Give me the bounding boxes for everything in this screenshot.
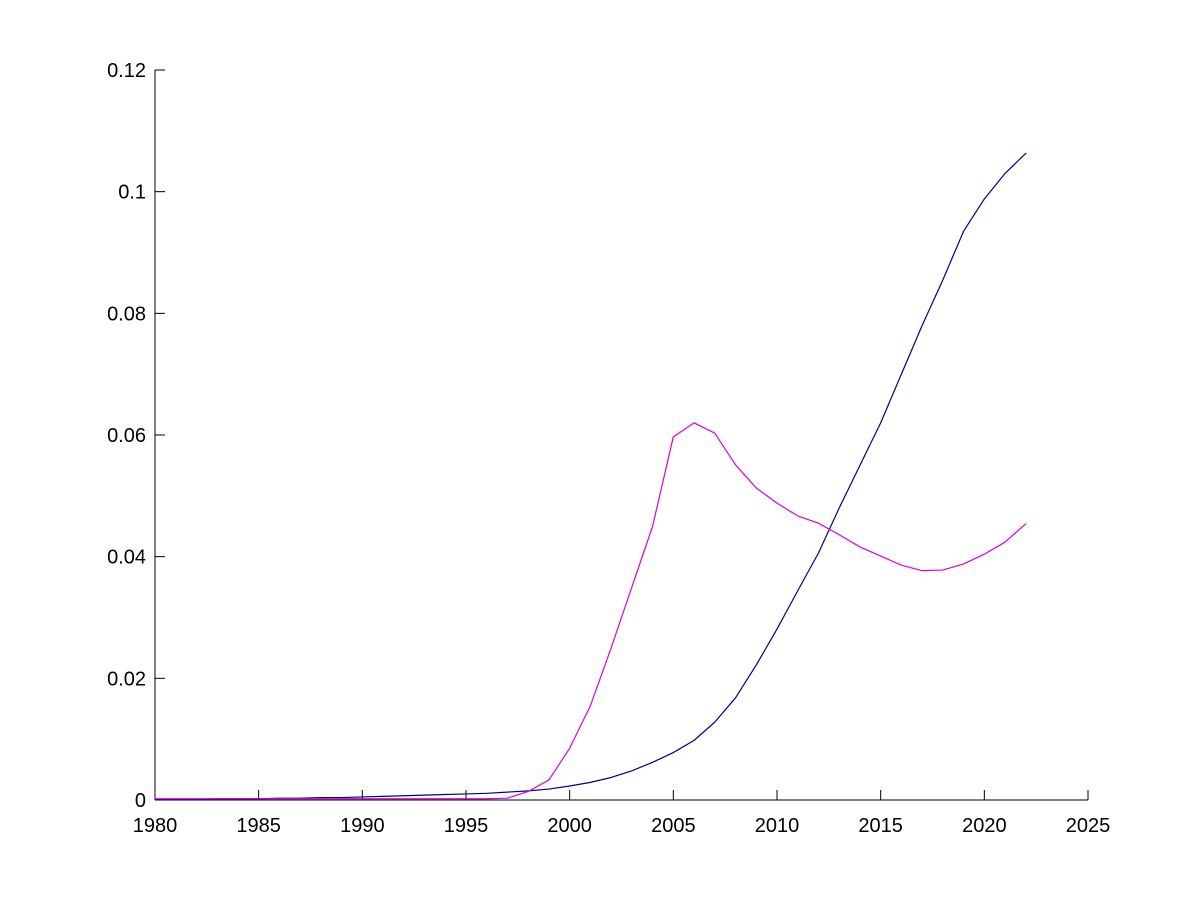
x-tick-label: 2025 bbox=[1066, 815, 1111, 837]
x-tick-label: 2000 bbox=[547, 815, 592, 837]
y-tick-label: 0.02 bbox=[107, 668, 146, 690]
magenta-line bbox=[154, 422, 1027, 800]
y-tick-label: 0.1 bbox=[118, 182, 146, 204]
y-tick-label: 0.08 bbox=[107, 303, 146, 325]
x-tick-label: 1990 bbox=[340, 815, 385, 837]
x-tick-label: 2020 bbox=[962, 815, 1007, 837]
y-tick-label: 0.12 bbox=[107, 60, 146, 82]
y-tick-label: 0 bbox=[135, 790, 146, 812]
dark-blue-line bbox=[154, 152, 1027, 800]
x-tick-label: 2015 bbox=[858, 815, 903, 837]
y-tick-label: 0.06 bbox=[107, 425, 146, 447]
x-tick-label: 1995 bbox=[444, 815, 489, 837]
x-tick-label: 1980 bbox=[133, 815, 178, 837]
x-tick-label: 2010 bbox=[755, 815, 800, 837]
x-tick-label: 2005 bbox=[651, 815, 696, 837]
y-tick-label: 0.04 bbox=[107, 547, 146, 569]
x-tick-label: 1985 bbox=[236, 815, 281, 837]
